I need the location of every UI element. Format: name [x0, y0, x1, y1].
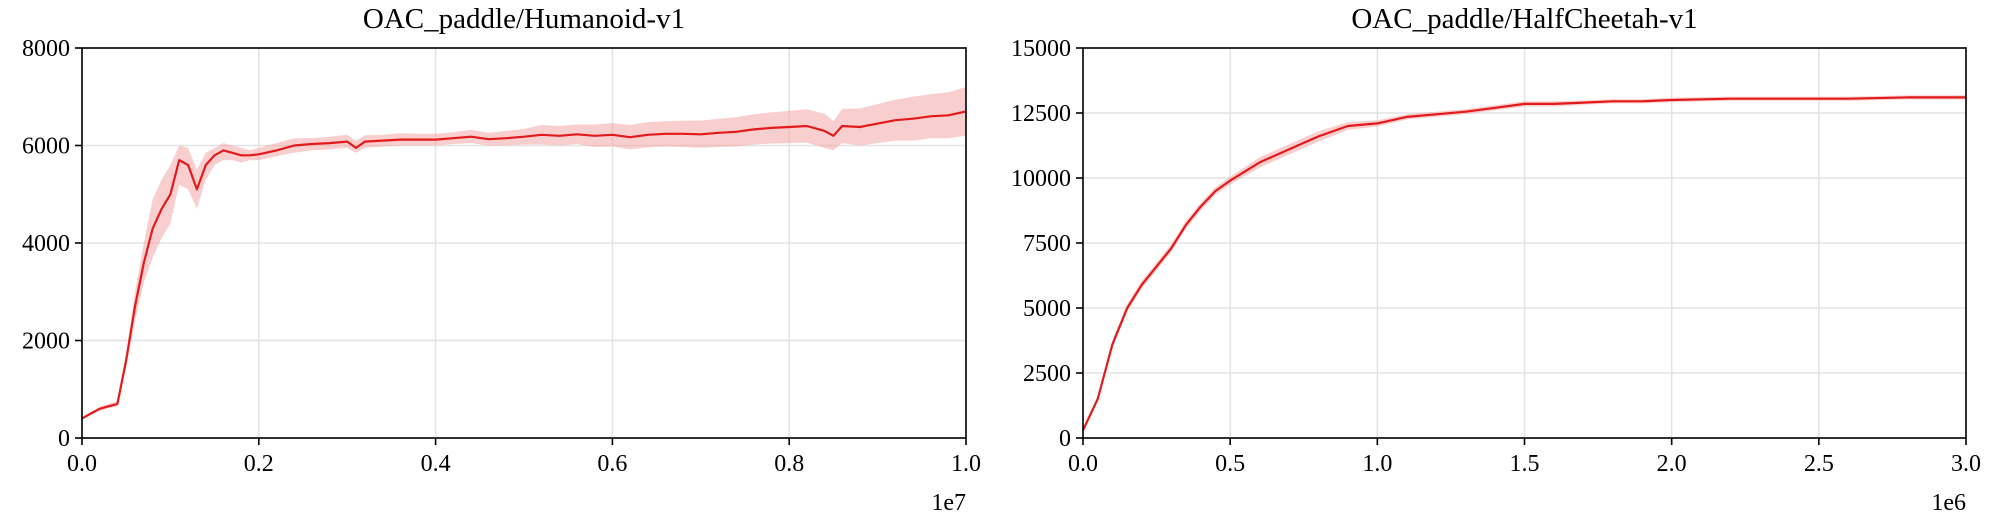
humanoid-x-tick-label: 0.0 [67, 451, 97, 477]
halfcheetah-x-tick-label: 2.0 [1657, 451, 1687, 477]
halfcheetah-x-tick-label: 1.0 [1362, 451, 1392, 477]
humanoid-grid [81, 47, 967, 439]
halfcheetah-y-tick-label: 10000 [1011, 166, 1071, 192]
halfcheetah-x-tick-label: 0.0 [1068, 451, 1098, 477]
humanoid-confidence-band [82, 87, 966, 420]
halfcheetah-x-tick-label: 0.5 [1215, 451, 1245, 477]
humanoid-x-exponent-label: 1e7 [931, 490, 966, 516]
humanoid-y-tick-label: 8000 [22, 36, 70, 62]
halfcheetah-y-tick-label: 5000 [1023, 296, 1071, 322]
humanoid-y-tick-label: 4000 [22, 231, 70, 257]
halfcheetah-x-tick-label: 2.5 [1804, 451, 1834, 477]
halfcheetah-y-tick-label: 0 [1059, 426, 1071, 452]
humanoid-y-tick-label: 0 [58, 426, 70, 452]
humanoid-y-tick-label: 2000 [22, 329, 70, 355]
humanoid-x-tick-label: 1.0 [951, 451, 981, 477]
humanoid-chart-title: OAC_paddle/Humanoid-v1 [363, 3, 685, 35]
halfcheetah-chart-title: OAC_paddle/HalfCheetah-v1 [1351, 3, 1697, 35]
humanoid-y-tick-label: 6000 [22, 134, 70, 160]
halfcheetah-y-tick-label: 2500 [1023, 361, 1071, 387]
halfcheetah-chart-panel: OAC_paddle/HalfCheetah-v1 1e6 0.0 0.5 1.0 1… [1011, 3, 1981, 516]
humanoid-x-tick-label: 0.2 [244, 451, 274, 477]
halfcheetah-y-tick-label: 15000 [1011, 36, 1071, 62]
humanoid-x-tick-label: 0.4 [421, 451, 451, 477]
halfcheetah-mean-line [1082, 96, 1966, 431]
halfcheetah-y-tick-label: 12500 [1011, 101, 1071, 127]
humanoid-chart-panel: OAC_paddle/Humanoid-v1 1e7 0.0 0.2 0.4 0.6 0… [22, 3, 981, 516]
halfcheetah-x-tick-label: 3.0 [1951, 451, 1981, 477]
humanoid-x-tick-label: 0.6 [597, 451, 627, 477]
halfcheetah-y-tick-label: 7500 [1023, 231, 1071, 257]
humanoid-mean-line [81, 110, 967, 420]
halfcheetah-x-exponent-label: 1e6 [1931, 490, 1966, 516]
humanoid-x-tick-label: 0.8 [774, 451, 804, 477]
halfcheetah-x-tick-label: 1.5 [1510, 451, 1540, 477]
